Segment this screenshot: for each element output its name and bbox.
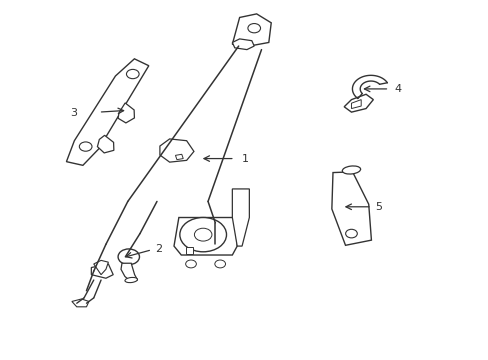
Text: 3: 3 [70, 108, 77, 118]
Circle shape [126, 69, 139, 79]
Text: 2: 2 [155, 244, 162, 253]
Ellipse shape [125, 278, 137, 283]
Polygon shape [174, 217, 237, 255]
Text: 5: 5 [374, 202, 381, 212]
Polygon shape [351, 100, 361, 109]
Polygon shape [94, 260, 108, 275]
Polygon shape [160, 139, 194, 162]
Circle shape [194, 228, 211, 241]
Text: 1: 1 [242, 154, 248, 163]
Polygon shape [232, 39, 254, 50]
Polygon shape [72, 299, 89, 307]
Polygon shape [97, 135, 114, 153]
Polygon shape [91, 264, 113, 278]
Circle shape [180, 217, 226, 252]
Polygon shape [186, 247, 193, 254]
Circle shape [185, 260, 196, 268]
Polygon shape [118, 103, 134, 123]
Circle shape [345, 229, 357, 238]
Text: 4: 4 [393, 84, 401, 94]
Circle shape [247, 23, 260, 33]
Polygon shape [331, 172, 371, 245]
Polygon shape [66, 59, 148, 165]
Polygon shape [232, 189, 249, 246]
Circle shape [118, 249, 139, 265]
Circle shape [79, 142, 92, 151]
Circle shape [214, 260, 225, 268]
Polygon shape [175, 154, 183, 159]
Polygon shape [232, 14, 271, 46]
Ellipse shape [342, 166, 360, 174]
Polygon shape [121, 263, 137, 282]
Polygon shape [344, 94, 372, 112]
